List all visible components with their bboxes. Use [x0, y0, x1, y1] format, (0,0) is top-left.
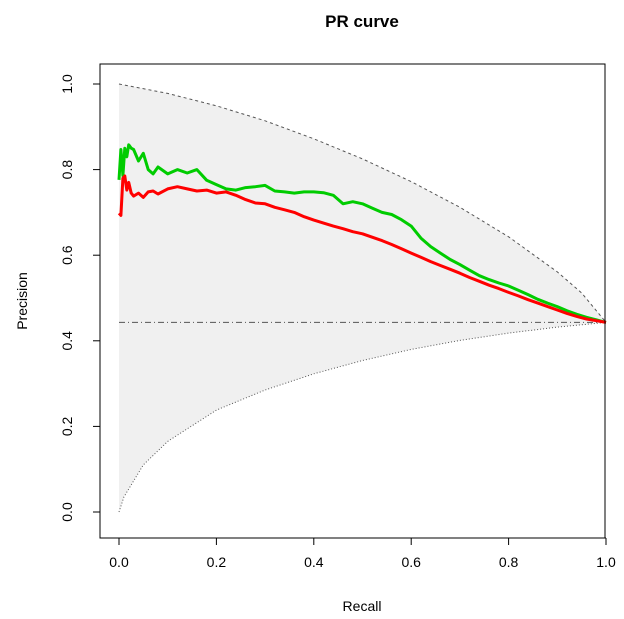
- y-tick-label: 0.0: [59, 502, 75, 522]
- y-tick-label: 0.6: [59, 245, 75, 265]
- x-tick-label: 1.0: [596, 554, 616, 570]
- x-tick-label: 0.0: [109, 554, 129, 570]
- y-tick-label: 0.2: [59, 416, 75, 436]
- chart-title: PR curve: [325, 12, 399, 31]
- y-axis-title: Precision: [14, 272, 30, 330]
- y-tick-label: 0.4: [59, 331, 75, 351]
- x-tick-label: 0.8: [499, 554, 519, 570]
- y-tick-label: 0.8: [59, 160, 75, 180]
- x-tick-label: 0.4: [304, 554, 324, 570]
- plot-area: [119, 84, 606, 512]
- y-tick-label: 1.0: [59, 74, 75, 94]
- x-tick-label: 0.6: [401, 554, 421, 570]
- y-axis: 0.0 0.2 0.4 0.6 0.8 1.0: [59, 74, 100, 522]
- x-axis: 0.0 0.2 0.4 0.6 0.8 1.0: [109, 538, 616, 570]
- x-axis-title: Recall: [343, 598, 382, 614]
- x-tick-label: 0.2: [207, 554, 227, 570]
